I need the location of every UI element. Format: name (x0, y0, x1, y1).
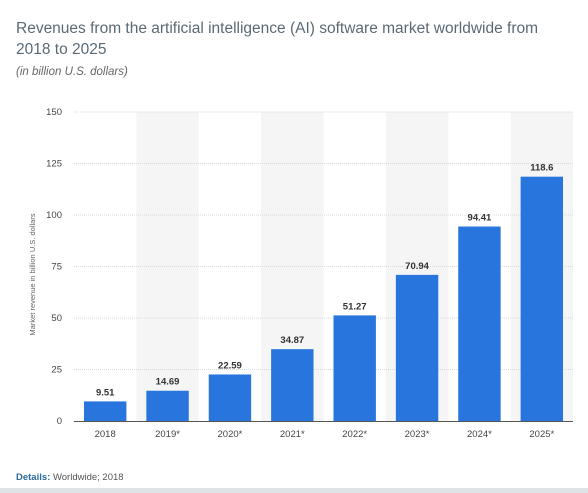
data-label: 9.51 (96, 387, 115, 398)
y-tick-label: 150 (46, 107, 62, 118)
bar (146, 390, 189, 421)
background-band (136, 112, 199, 421)
y-tick-label: 50 (51, 313, 62, 324)
bar (208, 374, 252, 421)
y-tick-label: 100 (46, 210, 62, 221)
details-note: Details: Worldwide; 2018 (16, 472, 124, 483)
x-tick-label: 2024* (467, 429, 492, 440)
x-tick-label: 2019* (155, 429, 180, 440)
bar (333, 315, 376, 421)
data-label: 51.27 (343, 301, 367, 312)
bar (458, 226, 501, 421)
bar (83, 401, 127, 421)
y-tick-label: 25 (51, 365, 62, 376)
details-label: Details: (16, 472, 51, 483)
data-label: 34.87 (280, 335, 304, 346)
x-tick-label: 2021* (280, 429, 305, 440)
bar (520, 176, 564, 421)
chart-title: Revenues from the artificial intelligenc… (16, 20, 539, 58)
y-axis-label: Market revenue in billion U.S. dollars (28, 213, 37, 335)
data-label: 118.6 (530, 163, 553, 174)
footer-bar (0, 488, 588, 493)
x-tick-label: 2018 (95, 429, 116, 440)
y-tick-label: 75 (51, 262, 62, 273)
data-label: 94.41 (468, 213, 492, 224)
bar (271, 349, 314, 421)
data-label: 14.69 (156, 377, 180, 388)
y-tick-label: 125 (46, 159, 62, 170)
chart-subtitle: (in billion U.S. dollars) (16, 66, 128, 78)
bar (395, 274, 439, 421)
x-tick-label: 2022* (342, 429, 367, 440)
data-label: 22.59 (218, 360, 242, 371)
details-text: Worldwide; 2018 (50, 472, 124, 483)
x-tick-label: 2025* (529, 429, 554, 440)
x-tick-label: 2020* (218, 429, 243, 440)
x-tick-label: 2023* (405, 429, 430, 440)
data-label: 70.94 (405, 261, 429, 272)
y-tick-label: 0 (57, 416, 62, 427)
